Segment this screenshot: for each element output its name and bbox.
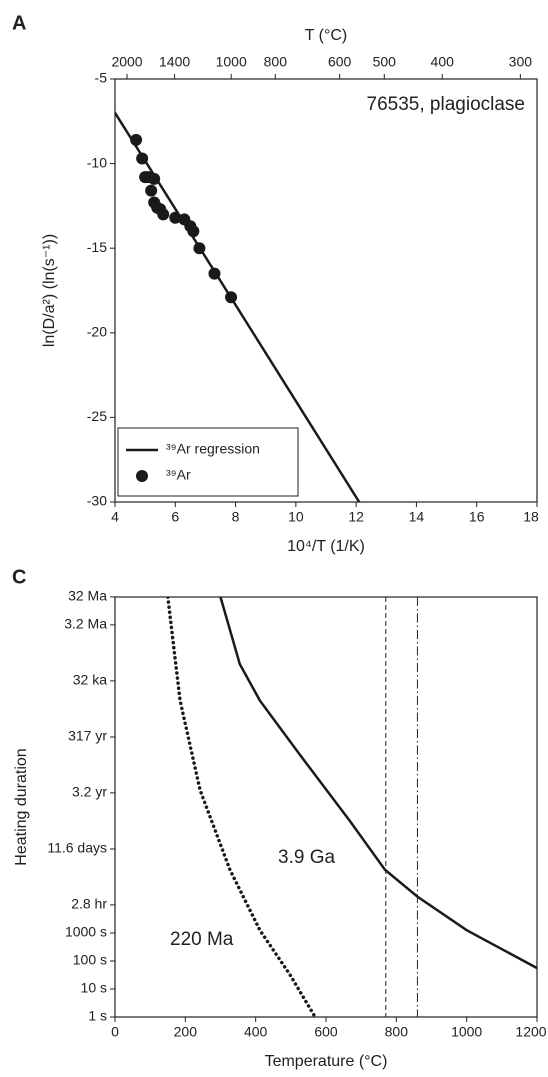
data-point	[148, 172, 161, 185]
x-tick-label: 0	[111, 1024, 119, 1040]
x-tick-label: 1200	[515, 1024, 546, 1040]
y-axis-label: ln(D/a²) (ln(s⁻¹))	[41, 234, 58, 347]
x-tick-label: 200	[174, 1024, 198, 1040]
data-point	[187, 225, 200, 238]
series-line	[166, 597, 317, 1017]
x2-tick-label: 600	[328, 54, 352, 70]
x-tick-label: 12	[348, 509, 364, 525]
series-label: 3.9 Ga	[278, 847, 335, 868]
y-tick-label: -30	[87, 493, 107, 509]
x-tick-label: 4	[111, 509, 119, 525]
x-tick-label: 1000	[451, 1024, 482, 1040]
y-tick-label: 11.6 days	[47, 840, 107, 856]
data-point	[145, 184, 158, 197]
y-tick-label: -10	[87, 154, 107, 170]
x2-tick-label: 400	[431, 54, 455, 70]
x-tick-label: 10	[288, 509, 304, 525]
panel-letter: A	[12, 12, 26, 34]
x-tick-label: 600	[314, 1024, 338, 1040]
plot-frame	[114, 78, 538, 503]
data-point	[136, 152, 149, 165]
y-tick-label: 1 s	[88, 1008, 107, 1024]
y-tick-label: -15	[87, 239, 107, 255]
x2-tick-label: 1400	[159, 54, 190, 70]
annotation: 76535, plagioclase	[367, 94, 525, 115]
x-axis-label: Temperature (°C)	[265, 1053, 388, 1070]
y-tick-label: 317 yr	[68, 728, 107, 744]
x2-tick-label: 1000	[216, 54, 247, 70]
x2-tick-label: 500	[373, 54, 397, 70]
y-tick-label: -25	[87, 408, 107, 424]
data-point	[193, 242, 206, 255]
x-tick-label: 16	[469, 509, 485, 525]
x2-tick-label: 300	[509, 54, 533, 70]
x2-tick-label: 800	[264, 54, 288, 70]
data-point	[225, 291, 238, 304]
legend-marker	[136, 470, 148, 482]
data-point	[208, 267, 221, 280]
x-axis-label: 10⁴/T (1/K)	[287, 538, 365, 555]
x-tick-label: 6	[171, 509, 179, 525]
y-tick-label: 2.8 hr	[71, 896, 107, 912]
series-line	[219, 597, 537, 970]
legend-label: ³⁹Ar	[166, 467, 191, 483]
y-tick-label: -20	[87, 324, 107, 340]
y-tick-label: 3.2 Ma	[64, 616, 107, 632]
plot-frame	[114, 596, 538, 1018]
panel-letter: C	[12, 566, 26, 588]
data-point	[157, 208, 170, 221]
x-tick-label: 400	[244, 1024, 268, 1040]
legend-box	[117, 427, 299, 497]
y-tick-label: 100 s	[73, 952, 107, 968]
y-tick-label: 1000 s	[65, 924, 107, 940]
y-tick-label: 3.2 yr	[72, 784, 107, 800]
y-tick-label: 10 s	[81, 980, 107, 996]
y-tick-label: -5	[95, 70, 108, 86]
x-tick-label: 800	[385, 1024, 409, 1040]
data-point	[130, 133, 143, 146]
x-tick-label: 14	[409, 509, 425, 525]
data-point	[169, 211, 182, 224]
y-axis-label: Heating duration	[13, 748, 30, 865]
x2-tick-label: 2000	[111, 54, 142, 70]
series-label: 220 Ma	[170, 929, 234, 950]
x-tick-label: 18	[523, 509, 539, 525]
x2-axis-label: T (°C)	[305, 27, 348, 44]
legend-label: ³⁹Ar regression	[166, 441, 260, 457]
y-tick-label: 32 ka	[73, 672, 107, 688]
y-tick-label: 32 Ma	[68, 588, 107, 604]
x-tick-label: 8	[232, 509, 240, 525]
